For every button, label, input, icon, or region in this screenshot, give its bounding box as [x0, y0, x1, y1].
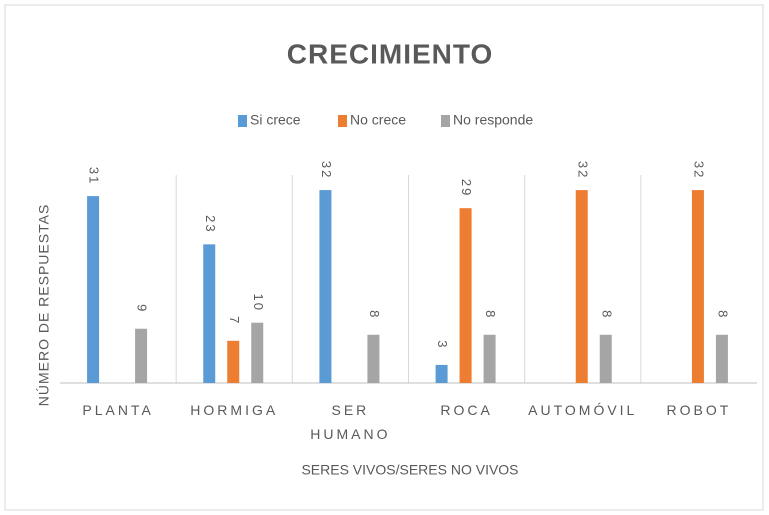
y-axis-label: NÚMERO DE RESPUESTAS: [36, 204, 52, 407]
data-label: 10: [251, 293, 266, 311]
bar: [459, 208, 472, 383]
x-tick-label: HORMIGA: [190, 402, 279, 418]
bar: [203, 244, 216, 383]
x-axis-label: SERES VIVOS/SERES NO VIVOS: [301, 462, 518, 478]
data-label: 7: [227, 316, 242, 325]
x-tick-label: PLANTA: [82, 402, 154, 418]
legend-label: No responde: [453, 112, 533, 128]
bar: [715, 334, 728, 383]
bar: [435, 364, 448, 383]
bar: [367, 334, 380, 383]
data-label: 8: [599, 310, 614, 319]
bar: [319, 190, 332, 383]
data-label: 3: [435, 340, 450, 349]
data-label: 31: [87, 167, 102, 185]
bar: [575, 190, 588, 383]
data-label: 9: [135, 304, 150, 313]
data-label: 29: [459, 179, 474, 197]
bar: [691, 190, 704, 383]
bar: [251, 322, 264, 383]
data-label: 8: [715, 310, 730, 319]
x-tick-label: ROCA: [440, 402, 493, 418]
chart-border: [4, 4, 764, 511]
data-label: 23: [203, 215, 218, 233]
x-tick-label: SER HUMANO: [310, 402, 391, 442]
x-tick-label: AUTOMÓVIL: [528, 402, 638, 418]
legend-label: Si crece: [250, 112, 301, 128]
data-label: 32: [319, 161, 334, 179]
bar: [135, 328, 148, 383]
x-tick-label: ROBOT: [666, 402, 732, 418]
data-label: 8: [367, 310, 382, 319]
legend-swatch: [238, 115, 247, 127]
data-label: 32: [691, 161, 706, 179]
bar: [483, 334, 496, 383]
chart-title: CRECIMIENTO: [287, 38, 494, 69]
data-label: 8: [483, 310, 498, 319]
bar: [599, 334, 612, 383]
legend-swatch: [441, 115, 450, 127]
bar: [87, 196, 100, 383]
data-label: 32: [575, 161, 590, 179]
legend-swatch: [338, 115, 347, 127]
legend-label: No crece: [350, 112, 406, 128]
bar: [227, 340, 240, 383]
